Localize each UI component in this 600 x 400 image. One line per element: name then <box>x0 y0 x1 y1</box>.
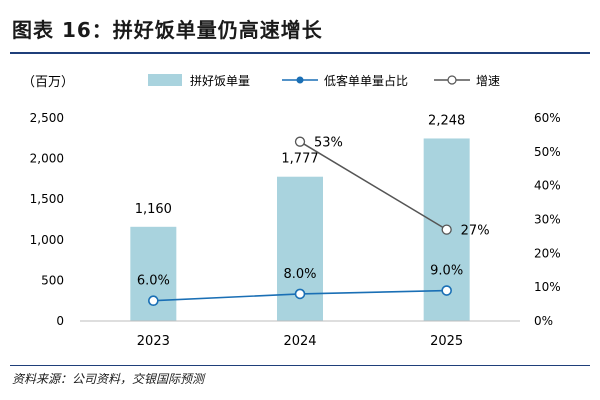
bar-value-label: 1,777 <box>281 152 318 167</box>
legend-marker-share <box>296 76 304 84</box>
bar-value-label: 2,248 <box>428 113 465 128</box>
y-left-tick-label: 1,500 <box>30 192 64 206</box>
bar-value-label: 1,160 <box>135 202 172 217</box>
source-note: 资料来源：公司资料，交银国际预测 <box>12 372 205 386</box>
legend-label-bar: 拼好饭单量 <box>190 74 250 88</box>
title-divider <box>10 52 590 54</box>
growth-marker <box>441 224 452 235</box>
y-left-tick-label: 0 <box>56 314 64 328</box>
share-value-label: 8.0% <box>283 267 316 282</box>
bar <box>277 176 323 321</box>
y-left-tick-label: 1,000 <box>30 233 64 247</box>
growth-value-label: 53% <box>314 136 343 151</box>
x-tick-label: 2023 <box>137 334 170 349</box>
share-marker <box>148 295 159 307</box>
share-value-label: 9.0% <box>430 264 463 279</box>
legend-label-share: 低客单单量占比 <box>324 73 408 88</box>
growth-marker <box>294 136 306 147</box>
growth-line <box>299 141 448 231</box>
legend-label-growth: 增速 <box>476 74 500 88</box>
x-tick-label: 2024 <box>283 334 316 349</box>
legend-marker-growth <box>447 75 457 85</box>
share-marker <box>441 285 452 296</box>
y-right-tick-label: 60% <box>534 111 561 125</box>
y-right-tick-label: 20% <box>534 246 561 260</box>
chart-title: 图表 16：拼好饭单量仍高速增长 <box>12 18 323 42</box>
y-right-tick-label: 30% <box>534 213 561 227</box>
y-left-tick-label: 2,000 <box>30 152 64 166</box>
y-right-tick-label: 40% <box>534 179 561 193</box>
legend-swatch-bar <box>148 74 182 86</box>
unit-label: （百万） <box>22 75 74 90</box>
source-divider <box>10 365 590 366</box>
x-tick-label: 2025 <box>430 334 463 349</box>
y-right-tick-label: 0% <box>534 314 553 328</box>
y-left-tick-label: 500 <box>41 273 64 287</box>
share-marker <box>294 288 306 300</box>
y-right-tick-label: 50% <box>534 145 561 159</box>
growth-value-label: 27% <box>461 224 490 239</box>
y-right-tick-label: 10% <box>534 280 561 294</box>
share-value-label: 6.0% <box>137 274 170 289</box>
y-left-tick-label: 2,500 <box>30 111 64 125</box>
